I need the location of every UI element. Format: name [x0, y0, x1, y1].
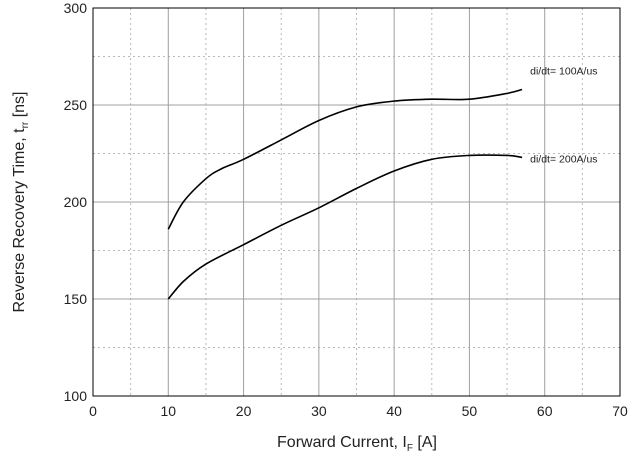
x-axis-title: Forward Current, IF [A]: [277, 434, 437, 454]
x-tick-label: 60: [537, 403, 553, 419]
series-line-1: [167, 88, 523, 230]
series-label-1: di/dt= 100A/us: [530, 65, 597, 77]
x-tick-label: 0: [89, 403, 97, 419]
series-label-2: di/dt= 200A/us: [530, 153, 597, 165]
major-grid: [93, 8, 620, 396]
x-tick-labels: 0 10 20 30 40 50 60 70: [89, 403, 628, 419]
y-axis-title: Reverse Recovery Time, trr [ns]: [11, 92, 31, 313]
y-tick-label: 200: [64, 194, 88, 210]
y-tick-label: 100: [64, 388, 88, 404]
y-tick-label: 300: [64, 0, 88, 16]
series-lines: [167, 88, 523, 300]
plot-frame: [92, 7, 621, 397]
x-tick-label: 30: [311, 403, 327, 419]
x-tick-label: 70: [612, 403, 628, 419]
y-tick-label: 250: [64, 97, 88, 113]
y-tick-labels: 100 150 200 250 300: [64, 0, 88, 404]
series-line-2: [167, 154, 523, 300]
x-tick-label: 10: [160, 403, 176, 419]
y-tick-label: 150: [64, 291, 88, 307]
x-tick-label: 50: [462, 403, 478, 419]
series-labels: di/dt= 100A/us di/dt= 200A/us: [530, 65, 597, 165]
x-tick-label: 20: [236, 403, 252, 419]
x-tick-label: 40: [386, 403, 402, 419]
